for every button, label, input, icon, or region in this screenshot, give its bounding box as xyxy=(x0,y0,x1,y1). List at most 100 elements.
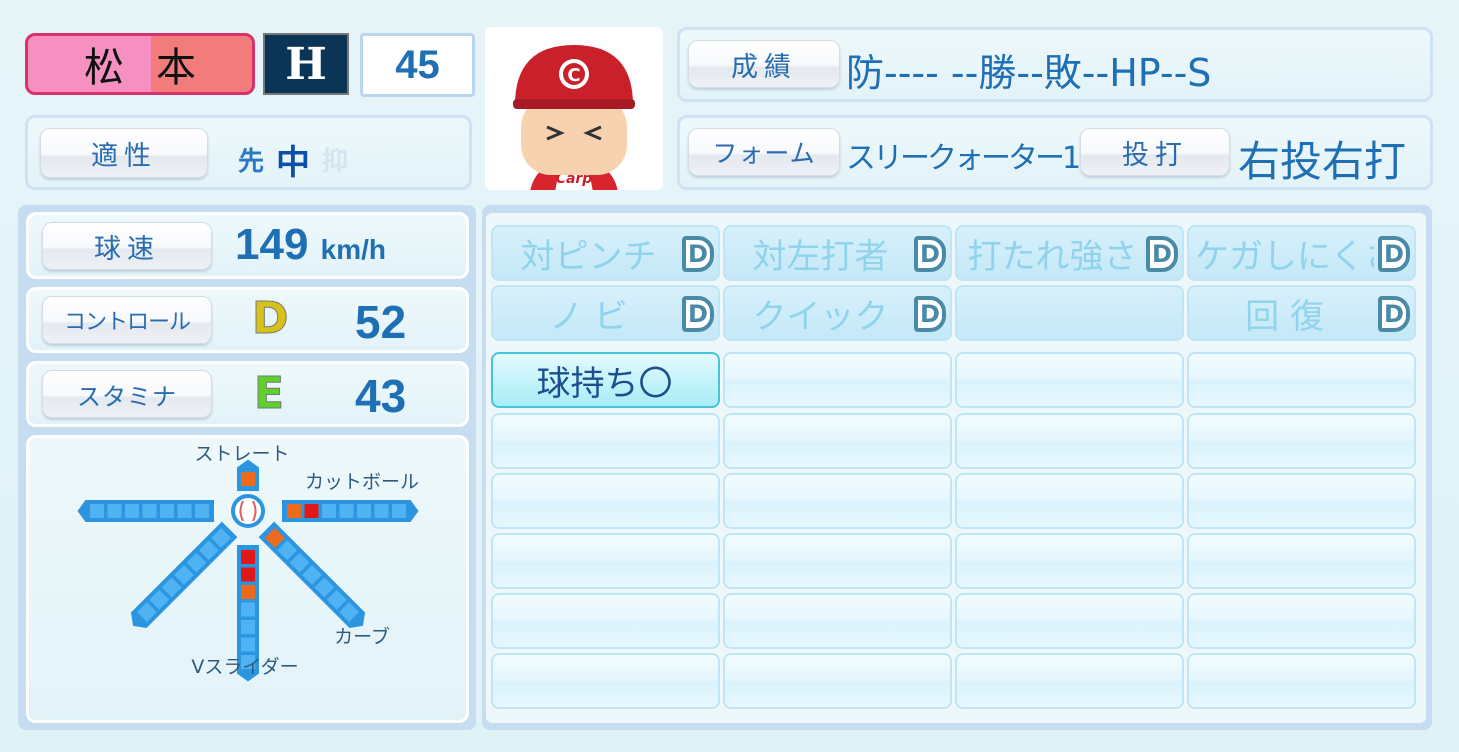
empty-skill-slot[interactable] xyxy=(1187,653,1416,709)
player-name: 松本 xyxy=(25,33,255,95)
skill-rank-badge: D xyxy=(914,296,946,332)
record-button[interactable]: 成績 xyxy=(688,40,840,88)
control-value: 52 xyxy=(355,296,407,348)
aptitude-positions: 先 中 抑 xyxy=(238,135,348,184)
empty-skill-slot[interactable] xyxy=(955,653,1184,709)
skill-cell[interactable]: 打たれ強さ D xyxy=(955,225,1184,281)
empty-skill-slot[interactable] xyxy=(955,285,1184,341)
skill-rank-badge: D xyxy=(914,236,946,272)
pitch-level-block-filled xyxy=(304,504,319,518)
pitch-arm-down-left xyxy=(130,521,238,629)
skill-name: クイック xyxy=(752,296,889,337)
name-char: 松 xyxy=(84,45,124,91)
empty-skill-slot[interactable] xyxy=(955,593,1184,649)
skill-rank-badge: D xyxy=(682,236,714,272)
empty-skill-slot[interactable] xyxy=(1187,593,1416,649)
pitch-level-block xyxy=(90,504,104,518)
speed-unit: km/h xyxy=(320,234,387,265)
skill-cell[interactable]: 対左打者 D xyxy=(723,225,952,281)
control-button[interactable]: コントロール xyxy=(42,296,212,344)
uniform-number: 45 xyxy=(360,33,475,97)
name-char: 本 xyxy=(156,45,196,91)
pitch-level-block xyxy=(241,637,255,652)
stamina-button[interactable]: スタミナ xyxy=(42,370,212,418)
skill-rank-badge: D xyxy=(682,296,714,332)
empty-skill-slot[interactable] xyxy=(723,473,952,529)
skill-rank-badge: D xyxy=(1146,236,1178,272)
empty-skill-slot[interactable] xyxy=(723,593,952,649)
empty-skill-slot[interactable] xyxy=(491,653,720,709)
pitch-level-block xyxy=(357,504,371,518)
form-button[interactable]: フォーム xyxy=(688,128,840,176)
skill-name xyxy=(963,287,1142,339)
pitch-level-block-filled xyxy=(287,504,301,518)
baseball-seam xyxy=(239,500,257,522)
empty-skill-slot[interactable] xyxy=(491,533,720,589)
empty-skill-slot[interactable] xyxy=(1187,473,1416,529)
empty-skill-slot[interactable] xyxy=(955,473,1184,529)
empty-skill-slot[interactable] xyxy=(1187,413,1416,469)
pitch-name: Vスライダー xyxy=(191,656,298,678)
pitch-arm-down-right xyxy=(258,521,366,629)
empty-skill-slot[interactable] xyxy=(491,593,720,649)
empty-skill-slot[interactable] xyxy=(1187,352,1416,408)
pitch-arm-left xyxy=(77,500,214,522)
empty-skill-slot[interactable] xyxy=(1187,533,1416,589)
pitch-level-block-filled xyxy=(241,567,255,582)
pitch-level-block xyxy=(198,540,219,561)
pitch-name: ストレート xyxy=(194,443,289,465)
skill-cell[interactable]: クイック D xyxy=(723,285,952,341)
pitch-level-block xyxy=(241,655,255,669)
empty-skill-slot[interactable] xyxy=(723,653,952,709)
skill-cell[interactable]: 球持ち〇 xyxy=(491,352,720,408)
speed-button[interactable]: 球速 xyxy=(42,222,212,270)
pitch-level-block xyxy=(186,552,207,573)
stamina-grade: E xyxy=(253,368,285,420)
pitch-level-block xyxy=(177,504,192,518)
aptitude-button[interactable]: 適性 xyxy=(40,128,208,178)
position-closer: 抑 xyxy=(322,147,349,177)
team-logo: H xyxy=(263,33,349,95)
skill-name: ノ ビ xyxy=(549,296,628,337)
player-portrait: Carp C xyxy=(485,27,663,190)
pitch-level-block xyxy=(160,504,174,518)
pitch-level-block xyxy=(161,577,182,598)
skill-cell[interactable]: ケガしにくさD xyxy=(1187,225,1416,281)
pitch-level-block-filled xyxy=(241,472,255,486)
pitch-level-block xyxy=(195,504,209,518)
pitch-name: カーブ xyxy=(334,625,390,648)
form-value: スリークォーター16 xyxy=(846,141,1097,176)
pitch-level-block xyxy=(241,620,255,634)
empty-skill-slot[interactable] xyxy=(955,352,1184,408)
player-avatar-icon: Carp C xyxy=(513,45,635,190)
skill-cell[interactable]: 対ピンチ D xyxy=(491,225,720,281)
control-grade: D xyxy=(252,293,290,345)
speed-number: 149 xyxy=(235,220,309,269)
pitch-level-block xyxy=(149,589,170,610)
pitch-level-block xyxy=(374,504,389,518)
stamina-value: 43 xyxy=(355,370,407,422)
skill-name: 打たれ強さ xyxy=(967,236,1138,277)
pitch-level-block xyxy=(107,504,122,518)
skill-rank-badge: D xyxy=(1378,296,1410,332)
speed-value: 149 km/h xyxy=(235,220,386,270)
pitch-level-block xyxy=(241,602,255,617)
handedness-button[interactable]: 投打 xyxy=(1080,128,1230,176)
empty-skill-slot[interactable] xyxy=(955,533,1184,589)
empty-skill-slot[interactable] xyxy=(491,413,720,469)
position-starter: 先 xyxy=(238,147,265,177)
pitch-level-block xyxy=(339,504,354,518)
empty-skill-slot[interactable] xyxy=(723,533,952,589)
skill-name: 球持ち〇 xyxy=(536,363,673,404)
empty-skill-slot[interactable] xyxy=(491,473,720,529)
empty-skill-slot[interactable] xyxy=(723,352,952,408)
empty-skill-slot[interactable] xyxy=(723,413,952,469)
skill-name: 対左打者 xyxy=(752,236,889,277)
pitch-arm-right xyxy=(282,500,419,522)
record-text: 防---- --勝--敗--HP--S xyxy=(846,51,1212,95)
empty-skill-slot[interactable] xyxy=(955,413,1184,469)
svg-text:C: C xyxy=(567,65,580,86)
skill-name: ケガしにくさ xyxy=(1195,236,1374,277)
